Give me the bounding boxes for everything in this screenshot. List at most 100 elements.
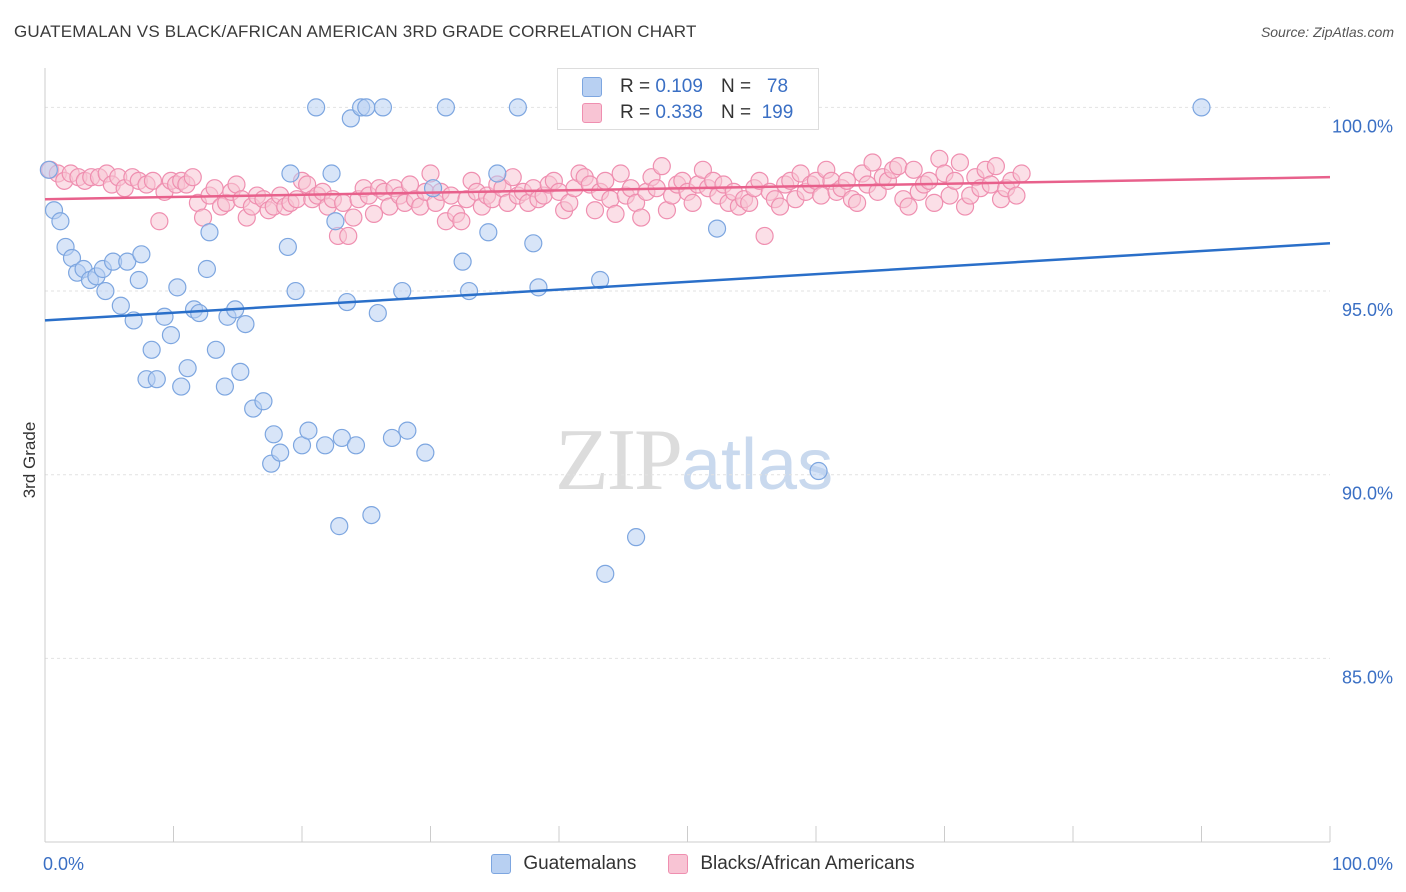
point-black-african-american [611, 164, 630, 183]
legend-row-guatemalans: R = 0.109 N = 78 [582, 75, 788, 99]
point-guatemalan [286, 281, 305, 301]
point-guatemalan [626, 528, 646, 547]
point-guatemalan [809, 461, 828, 481]
point-guatemalan [264, 425, 283, 444]
legend-item-blacks[interactable]: Blacks/African Americans [668, 852, 915, 876]
y-tick-label: 95.0% [1342, 300, 1393, 320]
point-guatemalan [596, 564, 615, 583]
point-guatemalan [142, 340, 161, 359]
series-legend: Guatemalans Blacks/African Americans [0, 852, 1406, 876]
correlation-legend: R = 0.109 N = 78 R = 0.338 N = 199 [557, 68, 819, 130]
point-guatemalan [178, 359, 197, 378]
legend-swatch-blacks [582, 103, 602, 123]
point-guatemalan [278, 237, 297, 257]
point-black-african-american [925, 193, 944, 212]
point-guatemalan [118, 252, 137, 271]
point-guatemalan [326, 212, 345, 231]
point-black-african-american [755, 226, 774, 246]
watermark-zip: ZIP [555, 412, 683, 509]
point-guatemalan [373, 98, 393, 117]
point-guatemalan [322, 164, 341, 183]
legend-r-value: 0.338 [655, 102, 703, 123]
source-credit: Source: ZipAtlas.com [1260, 24, 1394, 40]
point-guatemalan [197, 259, 217, 279]
y-tick-label: 100.0% [1332, 116, 1393, 136]
point-black-african-american [1007, 186, 1026, 205]
point-black-african-american [683, 193, 702, 212]
point-black-african-american [344, 208, 363, 227]
point-black-african-american [334, 193, 353, 212]
y-tick-label: 85.0% [1342, 667, 1393, 687]
y-tick-label: 90.0% [1342, 484, 1393, 504]
point-guatemalan [382, 428, 402, 448]
watermark: ZIPatlas [555, 410, 833, 511]
point-guatemalan [423, 179, 443, 198]
point-guatemalan [206, 340, 226, 359]
point-guatemalan [271, 443, 290, 462]
trend-line-guatemalans [44, 242, 1331, 322]
legend-swatch-guatemalans [491, 854, 512, 874]
x-tick-label: 100.0% [1332, 854, 1393, 874]
point-black-african-american [950, 153, 970, 172]
point-black-african-american [503, 168, 522, 187]
point-guatemalan [129, 270, 148, 290]
legend-n-value: 199 [761, 102, 794, 123]
point-guatemalan [299, 421, 318, 440]
point-black-african-american [632, 208, 651, 227]
point-guatemalan [155, 307, 174, 326]
point-black-african-american [863, 153, 882, 172]
point-guatemalan [190, 303, 209, 323]
point-guatemalan [215, 377, 234, 396]
point-black-african-american [452, 212, 471, 231]
point-guatemalan [479, 223, 498, 242]
x-tick-label: 0.0% [43, 854, 84, 874]
trend-line-blacks [44, 175, 1331, 201]
point-black-african-american [441, 186, 461, 205]
legend-r-label: R = [620, 76, 651, 97]
point-black-african-american [150, 212, 169, 231]
legend-r-label: R = [620, 102, 651, 123]
legend-swatch-guatemalans [582, 77, 602, 97]
legend-r-value: 0.109 [655, 76, 703, 97]
point-guatemalan [707, 219, 727, 238]
point-black-african-american [421, 164, 440, 183]
point-black-african-american [981, 175, 1000, 194]
point-guatemalan [111, 296, 130, 315]
point-black-african-american [585, 201, 605, 220]
point-black-african-american [945, 171, 964, 190]
point-guatemalan [200, 223, 219, 242]
point-guatemalan [51, 212, 70, 231]
point-black-african-american [986, 157, 1006, 176]
point-guatemalan [168, 278, 187, 297]
legend-label-guatemalans: Guatemalans [523, 853, 637, 874]
legend-n-label: N = [720, 102, 752, 123]
point-black-african-american [596, 171, 615, 190]
point-guatemalan [346, 436, 366, 455]
legend-swatch-blacks [668, 854, 689, 874]
point-guatemalan [393, 281, 412, 301]
point-guatemalan [357, 98, 376, 117]
point-guatemalan [330, 517, 349, 536]
point-guatemalan [591, 270, 610, 290]
point-guatemalan [39, 160, 58, 179]
legend-row-blacks: R = 0.338 N = 199 [582, 101, 793, 125]
legend-label-blacks: Blacks/African Americans [700, 853, 915, 874]
point-black-african-american [606, 204, 625, 224]
point-black-african-american [770, 197, 790, 216]
point-black-african-american [904, 160, 923, 179]
point-black-african-american [287, 190, 306, 209]
point-black-african-american [364, 204, 384, 224]
point-guatemalan [459, 281, 479, 301]
chart-title: GUATEMALAN VS BLACK/AFRICAN AMERICAN 3RD… [14, 22, 697, 41]
point-black-african-american [205, 179, 224, 198]
point-guatemalan [416, 443, 435, 462]
legend-item-guatemalans[interactable]: Guatemalans [491, 852, 636, 876]
point-guatemalan [147, 370, 166, 389]
point-guatemalan [332, 428, 351, 448]
point-guatemalan [132, 245, 151, 264]
point-guatemalan [362, 505, 381, 525]
point-guatemalan [316, 436, 335, 455]
point-guatemalan [453, 252, 472, 271]
point-guatemalan [172, 377, 191, 396]
